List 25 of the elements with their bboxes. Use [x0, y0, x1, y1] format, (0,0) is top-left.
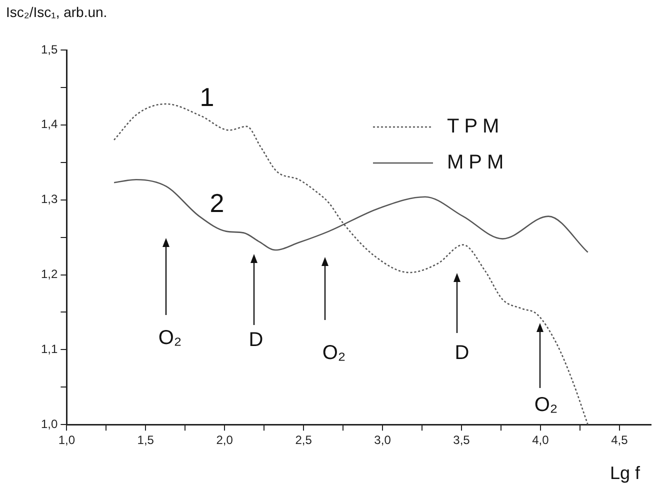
legend-label: TPM	[447, 116, 504, 138]
annotation: O₂	[158, 327, 182, 349]
x-tick-label: 2,0	[216, 433, 234, 448]
y-tick-label: 1,0	[40, 416, 58, 431]
annotation: 2	[210, 188, 224, 218]
x-tick-label: 4,5	[611, 433, 628, 448]
annotation: O₂	[322, 342, 346, 364]
y-tick-label: 1,1	[40, 342, 58, 356]
x-axis-title: Lg f	[610, 462, 641, 483]
y-tick-label: 1,4	[40, 117, 58, 132]
annotation: O₂	[534, 394, 558, 416]
x-tick-label: 3,5	[453, 433, 470, 448]
annotation: D	[248, 329, 264, 351]
annotation: D	[454, 342, 470, 364]
legend-label: MPM	[447, 152, 509, 174]
y-axis-title: Isc₂/Isc₁, arb.un.	[6, 4, 108, 20]
x-tick-label: 4,0	[532, 433, 550, 448]
y-tick-label: 1,5	[40, 42, 58, 56]
y-tick-label: 1,3	[40, 192, 58, 206]
annotation: 1	[200, 82, 214, 112]
y-tick-label: 1,2	[40, 267, 58, 282]
x-tick-label: 3,0	[374, 433, 392, 448]
x-tick-label: 1,5	[137, 433, 154, 448]
x-tick-label: 2,5	[295, 433, 312, 448]
x-tick-label: 1,0	[58, 433, 76, 448]
